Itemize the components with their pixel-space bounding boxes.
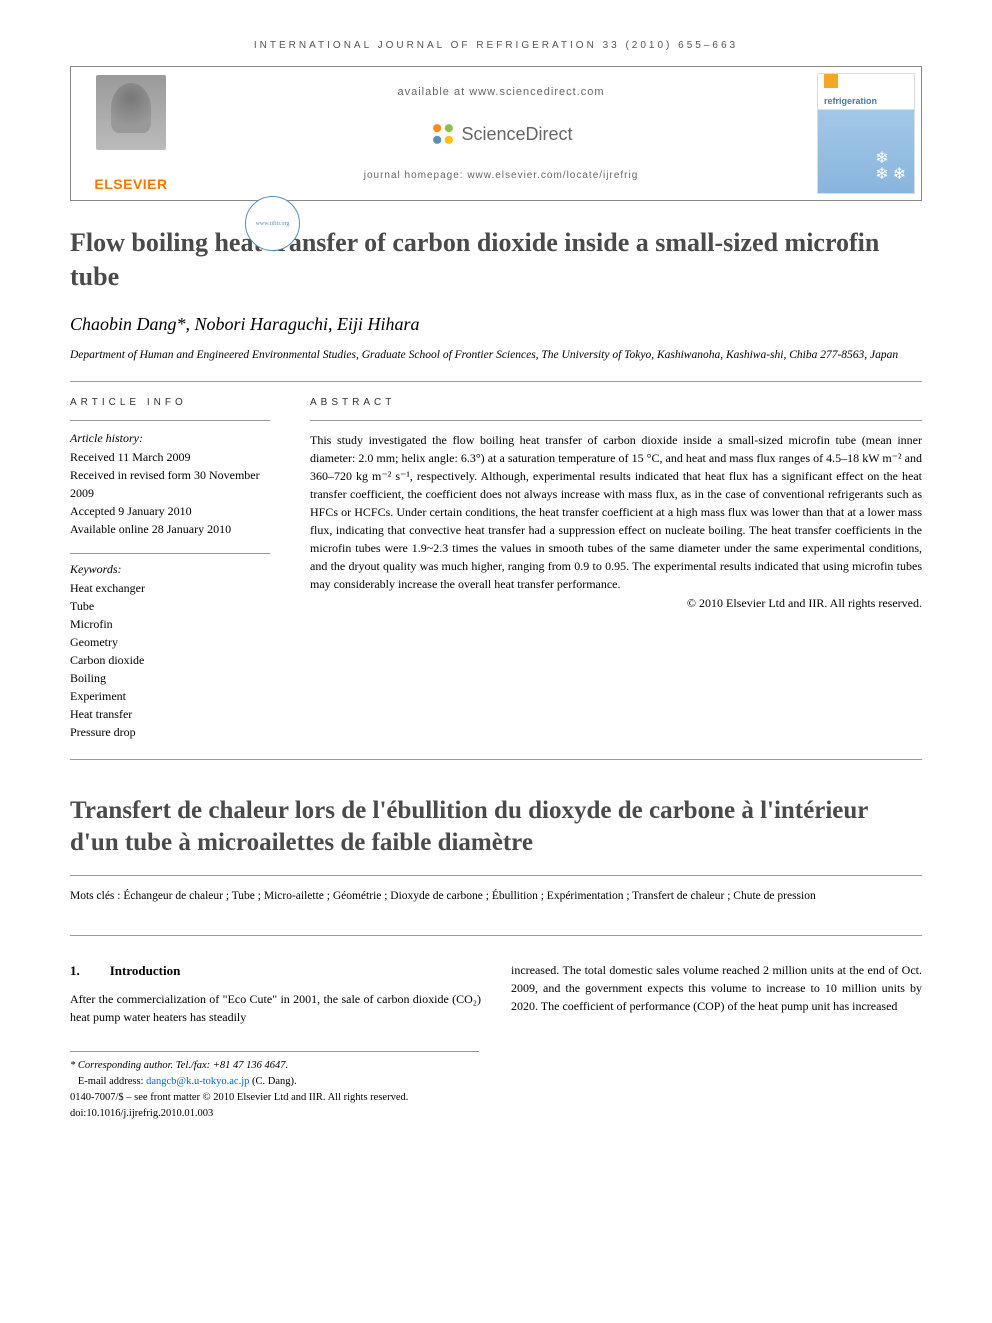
email-line: E-mail address: dangcb@k.u-tokyo.ac.jp (…	[70, 1074, 479, 1090]
keyword: Carbon dioxide	[70, 651, 270, 669]
abstract-text: This study investigated the flow boiling…	[310, 431, 922, 593]
keyword: Boiling	[70, 669, 270, 687]
info-abstract-section: ARTICLE INFO Article history: Received 1…	[70, 382, 922, 759]
sciencedirect-text: ScienceDirect	[461, 124, 572, 145]
body-paragraph: After the commercialization of "Eco Cute…	[70, 990, 481, 1026]
body-paragraph: increased. The total domestic sales volu…	[511, 961, 922, 1015]
journal-header: INTERNATIONAL JOURNAL OF REFRIGERATION 3…	[70, 40, 922, 51]
divider	[70, 420, 270, 421]
available-at-text: available at www.sciencedirect.com	[397, 86, 604, 98]
history-accepted: Accepted 9 January 2010	[70, 502, 270, 520]
section-number: 1.	[70, 963, 80, 978]
snowflake-icon: ❄❄ ❄	[875, 151, 906, 183]
keyword: Experiment	[70, 687, 270, 705]
header-center: available at www.sciencedirect.com Scien…	[191, 67, 811, 200]
body-column-left: 1. Introduction After the commercializati…	[70, 961, 481, 1027]
affiliation: Department of Human and Engineered Envir…	[70, 347, 922, 363]
cover-title: refrigeration	[824, 96, 877, 106]
footnotes: * Corresponding author. Tel./fax: +81 47…	[70, 1051, 479, 1121]
iifir-badge-icon: www.iifiir.org	[245, 196, 300, 251]
abstract-column: ABSTRACT This study investigated the flo…	[310, 397, 922, 741]
issn-line: 0140-7007/$ – see front matter © 2010 El…	[70, 1090, 479, 1106]
history-online: Available online 28 January 2010	[70, 520, 270, 538]
journal-cover-thumbnail: refrigeration ❄❄ ❄	[817, 73, 915, 194]
keyword: Tube	[70, 597, 270, 615]
section-title: Introduction	[110, 963, 181, 978]
email-link[interactable]: dangcb@k.u-tokyo.ac.jp	[146, 1076, 249, 1087]
divider	[70, 875, 922, 876]
journal-homepage-text: journal homepage: www.elsevier.com/locat…	[364, 170, 639, 181]
body-two-column: 1. Introduction After the commercializati…	[70, 961, 922, 1027]
divider	[70, 935, 922, 936]
header-box: ELSEVIER available at www.sciencedirect.…	[70, 66, 922, 201]
history-label: Article history:	[70, 431, 270, 446]
authors: Chaobin Dang*, Nobori Haraguchi, Eiji Hi…	[70, 314, 922, 335]
french-title: Transfert de chaleur lors de l'ébullitio…	[70, 795, 922, 860]
keyword: Heat transfer	[70, 705, 270, 723]
keywords-label: Keywords:	[70, 562, 270, 577]
copyright-text: © 2010 Elsevier Ltd and IIR. All rights …	[310, 596, 922, 611]
cover-stripe	[824, 74, 838, 88]
article-info-heading: ARTICLE INFO	[70, 397, 270, 408]
divider	[310, 420, 922, 421]
history-revised: Received in revised form 30 November 200…	[70, 466, 270, 502]
divider	[70, 553, 270, 554]
mots-cles: Mots clés : Échangeur de chaleur ; Tube …	[70, 888, 922, 905]
keyword: Pressure drop	[70, 723, 270, 741]
article-info-column: ARTICLE INFO Article history: Received 1…	[70, 397, 270, 741]
body-column-right: increased. The total domestic sales volu…	[511, 961, 922, 1027]
sciencedirect-logo: ScienceDirect	[429, 120, 572, 148]
keyword: Geometry	[70, 633, 270, 651]
history-received: Received 11 March 2009	[70, 448, 270, 466]
keyword: Microfin	[70, 615, 270, 633]
section-heading: 1. Introduction	[70, 961, 481, 981]
publisher-logo-area: ELSEVIER	[71, 67, 191, 200]
sciencedirect-star-icon	[429, 120, 457, 148]
elsevier-label: ELSEVIER	[94, 176, 167, 192]
doi-line: doi:10.1016/j.ijrefrig.2010.01.003	[70, 1106, 479, 1122]
keyword: Heat exchanger	[70, 579, 270, 597]
elsevier-tree-icon	[96, 75, 166, 150]
abstract-heading: ABSTRACT	[310, 397, 922, 408]
journal-cover-area: refrigeration ❄❄ ❄	[811, 67, 921, 200]
divider	[70, 759, 922, 760]
corresponding-author-note: * Corresponding author. Tel./fax: +81 47…	[70, 1058, 479, 1074]
article-title: Flow boiling heat transfer of carbon dio…	[70, 226, 922, 294]
